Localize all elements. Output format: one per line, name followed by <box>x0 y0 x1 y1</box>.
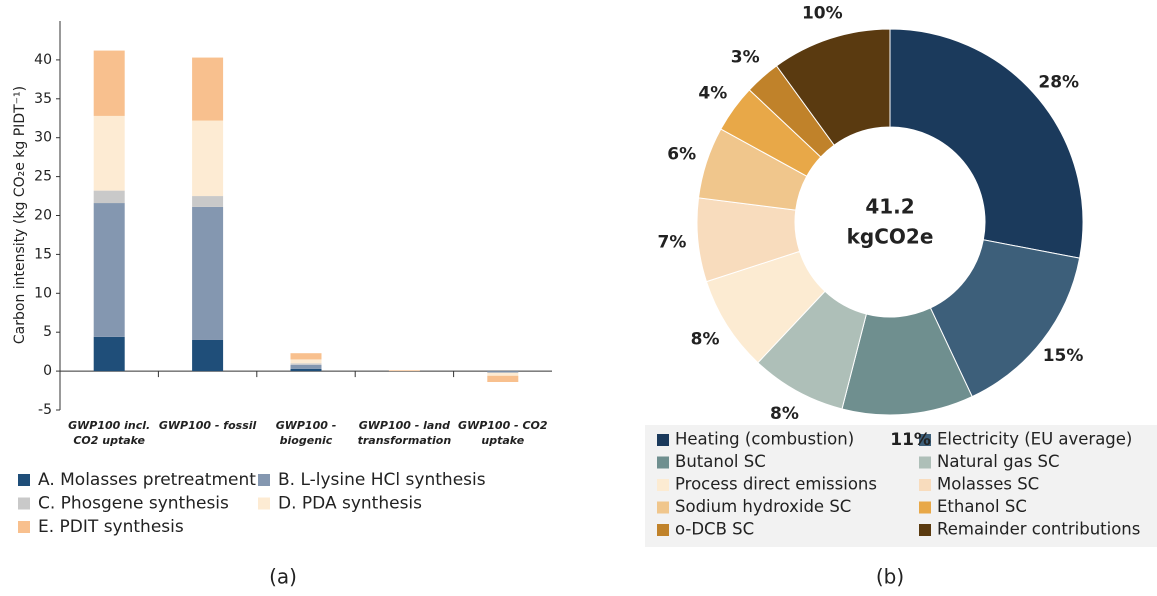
data-label: 11% <box>890 430 931 450</box>
y-tick-label: 35 <box>34 91 52 107</box>
x-tick-label: GWP100 incl. CO2 uptake <box>68 419 151 447</box>
legend-label: A. Molasses pretreatment <box>38 470 256 490</box>
bar-segment <box>192 339 224 372</box>
y-tick-label: 20 <box>34 208 52 224</box>
legend-label: B. L-lysine HCl synthesis <box>278 470 486 490</box>
donut-slice <box>889 28 1084 259</box>
panel-label: (b) <box>876 565 904 589</box>
data-label: 10% <box>802 4 843 24</box>
legend-label: Sodium hydroxide SC <box>675 497 851 516</box>
x-tick-label: GWP100 - fossil <box>158 419 257 432</box>
legend-label: E. PDIT synthesis <box>38 517 184 537</box>
data-label: 7% <box>658 233 687 253</box>
legend-label: C. Phosgene synthesis <box>38 494 229 514</box>
legend-box <box>645 425 1157 547</box>
legend-swatch <box>258 474 270 486</box>
panel-label: (a) <box>269 565 297 589</box>
legend-label: Butanol SC <box>675 452 766 471</box>
y-tick-label: 30 <box>34 130 52 146</box>
legend-swatch <box>18 474 30 486</box>
y-tick-label: 0 <box>43 363 52 379</box>
bar-segment <box>487 371 519 373</box>
data-label: 28% <box>1038 72 1079 92</box>
data-label: 3% <box>731 48 760 68</box>
bar-segment <box>93 336 125 372</box>
legend-label: Electricity (EU average) <box>937 430 1132 449</box>
data-label: 8% <box>770 404 799 424</box>
legend-swatch <box>18 497 30 510</box>
center-text: kgCO2e <box>847 225 934 249</box>
bar-segment <box>290 364 322 369</box>
bar-segment <box>290 353 322 360</box>
bar-segment <box>192 196 224 207</box>
legend-swatch <box>657 434 669 446</box>
legend-swatch <box>657 456 669 469</box>
legend-label: Ethanol SC <box>937 497 1027 516</box>
y-tick-label: 25 <box>34 169 52 185</box>
legend-swatch <box>657 479 669 491</box>
x-tick-label: GWP100 - land transformation <box>357 419 452 447</box>
legend-swatch <box>919 479 931 491</box>
x-tick-label: GWP100 - biogenic <box>275 419 337 447</box>
data-label: 15% <box>1043 346 1084 366</box>
bar-segment <box>93 115 125 191</box>
legend-swatch <box>919 501 931 514</box>
donut-slice <box>775 28 891 146</box>
legend-swatch <box>919 524 931 536</box>
legend-swatch <box>919 456 931 469</box>
data-label: 4% <box>698 83 727 103</box>
bar-segment <box>192 57 224 121</box>
y-tick-label: 5 <box>43 324 52 340</box>
legend-label: D. PDA synthesis <box>278 494 422 514</box>
bar-segment <box>487 375 519 382</box>
legend-label: Heating (combustion) <box>675 430 854 449</box>
y-tick-label: -5 <box>38 402 52 418</box>
bar-segment <box>93 50 125 116</box>
bar-segment <box>93 190 125 204</box>
y-tick-label: 15 <box>34 246 52 262</box>
legend-label: Remainder contributions <box>937 520 1140 539</box>
bar-segment <box>487 372 519 376</box>
legend-swatch <box>919 434 931 446</box>
center-text: 41.2 <box>865 195 914 219</box>
y-axis-label: Carbon intensity (kg CO₂e kg PIDT⁻¹) <box>12 86 28 344</box>
legend-label: Molasses SC <box>937 475 1039 494</box>
bar-segment <box>93 203 125 337</box>
bar-segment <box>192 206 224 340</box>
legend-label: o-DCB SC <box>675 520 754 539</box>
legend-swatch <box>18 521 30 533</box>
legend-label: Process direct emissions <box>675 475 877 494</box>
legend-swatch <box>657 501 669 514</box>
bar-segment <box>192 120 224 197</box>
bar-segment <box>290 359 322 364</box>
legend-swatch <box>258 497 270 510</box>
data-label: 6% <box>667 144 696 164</box>
x-tick-label: GWP100 - CO2 uptake <box>458 419 548 447</box>
y-tick-label: 10 <box>34 285 52 301</box>
y-tick-label: 40 <box>34 52 52 68</box>
bar-segment <box>290 363 322 365</box>
legend-swatch <box>657 524 669 536</box>
data-label: 8% <box>691 329 720 349</box>
bar-segment <box>290 368 322 372</box>
legend-label: Natural gas SC <box>937 452 1060 471</box>
bar-segment <box>388 370 420 372</box>
